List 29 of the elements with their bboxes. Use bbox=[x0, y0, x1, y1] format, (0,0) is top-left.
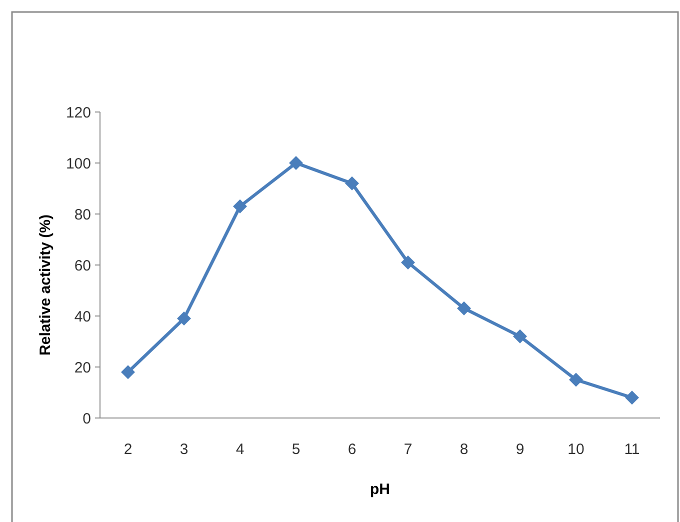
x-tick-label: 5 bbox=[292, 441, 300, 458]
y-tick-label: 0 bbox=[82, 410, 91, 428]
point bbox=[513, 329, 527, 344]
x-tick-label: 4 bbox=[236, 441, 244, 458]
point bbox=[457, 301, 471, 316]
x-tick-label: 3 bbox=[180, 441, 188, 458]
point bbox=[177, 312, 191, 326]
y-tick-label: 100 bbox=[66, 155, 91, 172]
x-tick-label: 2 bbox=[124, 441, 132, 458]
x-tick-label: 6 bbox=[348, 441, 356, 458]
point bbox=[401, 255, 415, 270]
y-tick-label: 20 bbox=[74, 359, 91, 376]
point bbox=[233, 199, 247, 214]
x-tick-label: 11 bbox=[624, 441, 640, 458]
x-tick-label: 8 bbox=[460, 441, 468, 458]
y-tick-label: 80 bbox=[74, 206, 91, 224]
y-tick-label: 40 bbox=[74, 308, 91, 326]
point bbox=[345, 176, 359, 190]
point bbox=[625, 390, 639, 405]
y-axis-title: Relative activity (%) bbox=[37, 214, 54, 356]
x-tick-label: 9 bbox=[516, 441, 524, 458]
y-tick-label: 60 bbox=[74, 257, 91, 274]
y-tick-label: 120 bbox=[66, 104, 91, 122]
point bbox=[289, 156, 303, 170]
x-tick-label: 7 bbox=[404, 441, 412, 458]
point bbox=[569, 372, 583, 387]
x-axis-title: pH bbox=[370, 481, 390, 498]
point bbox=[121, 365, 135, 380]
x-tick-label: 10 bbox=[568, 441, 584, 458]
